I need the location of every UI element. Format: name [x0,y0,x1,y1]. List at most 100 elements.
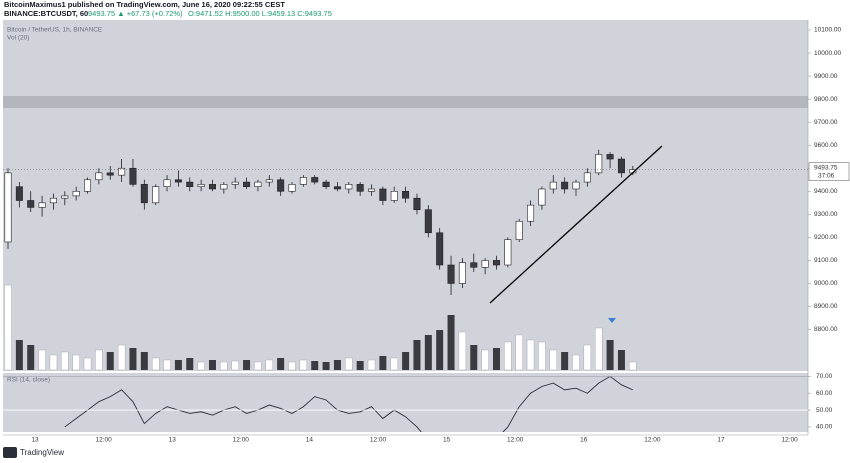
candle-body [61,195,69,199]
candle-body [220,184,228,190]
volume-bar [504,341,512,371]
rsi-tick-label: 40.00 [816,424,833,431]
volume-bar [458,331,467,371]
candle-body [152,186,160,204]
candle-body [197,184,205,187]
candle-body [208,184,216,190]
rsi-line [64,375,633,432]
volume-bar [549,349,557,371]
price-tick-label: 9100.00 [814,257,838,264]
candle-body [299,177,307,185]
volume-bar [356,361,364,370]
candle-body [458,262,466,284]
price-tick-label: 9900.00 [814,73,838,80]
candle-body [140,184,148,204]
volume-bar [220,361,228,371]
volume-bar [197,361,205,371]
volume-bar [595,327,603,371]
volume-bar [413,340,421,370]
rsi-marks [64,375,633,432]
candle-body [595,154,603,174]
candle-body [333,186,341,190]
rsi-pane [3,373,808,432]
volume-bar [208,360,216,370]
brand-logo [3,447,17,458]
candle-body [356,184,364,192]
time-tick-label: 12:00 [233,437,250,444]
volume-bar [390,357,398,371]
candle-body [265,179,273,183]
candle-body [424,209,432,234]
candle-body [288,184,296,192]
chart-title: Bitcoin / TetherUS, 1h, BINANCE [7,27,103,34]
time-tick-label: 16 [580,437,588,444]
time-tick-label: 12:00 [507,437,524,444]
price-tick-label: 8900.00 [814,303,838,310]
volume-bar [72,354,80,371]
candle-body [515,220,523,240]
time-tick-label: 15 [443,437,451,444]
volume-bar [254,361,262,371]
candle-body [322,181,330,187]
volume-bar [470,345,478,370]
volume-bar [61,351,69,371]
marks [4,149,637,432]
volume-bar [402,352,410,370]
time-tick-label: 12:00 [781,437,798,444]
candle-body [84,179,92,192]
volume-label: Vol (20) [7,35,29,42]
volume-bar [231,360,239,371]
price-tick-label: 9300.00 [814,211,838,218]
candle-body [186,181,194,187]
volume-bar [83,357,92,371]
candle-body [106,172,114,176]
price-pane-marks [4,149,637,371]
candle-body [447,264,455,284]
time-tick-label: 13 [31,437,39,444]
candle-body [572,181,580,190]
price-tick-label: 10100.00 [814,27,841,34]
candle-body [606,154,614,160]
candle-body [481,260,489,268]
volume-bar [492,348,500,370]
candle-body [277,179,285,192]
candle-body [492,260,500,266]
trend-line [489,145,663,304]
candle-body [49,197,57,204]
candle-body [95,172,103,181]
volume-bar [447,315,455,370]
candle-body [72,190,80,197]
volume-bar [4,284,12,371]
price-tick-label: 9200.00 [814,234,838,241]
candle-body [549,181,557,190]
candle-body [163,179,171,187]
rsi-label: RSI (14, close) [7,377,50,384]
candle-body [436,232,444,266]
candle-body [243,181,251,187]
volume-bar [629,361,637,371]
candle-body [390,190,398,201]
candle-body [561,181,569,190]
candle-body [118,167,126,176]
volume-bar [538,341,546,371]
volume-bar [163,359,171,371]
price-tick-label: 9000.00 [814,280,838,287]
volume-bar [277,358,285,370]
price-tick-label: 9400.00 [814,188,838,195]
price-tick-label: 9600.00 [814,142,838,149]
candle-body [583,172,591,183]
volume-bar [106,352,114,370]
volume-bar [38,349,46,371]
candle-body [504,239,512,266]
candle-body [617,158,625,174]
candle-body [527,204,535,222]
time-tick-label: 14 [306,437,314,444]
volume-bar [27,345,35,370]
time-tick-label: 12:00 [95,437,112,444]
volume-bar [345,357,353,371]
volume-bar [333,360,341,370]
volume-bar [288,361,296,371]
candle-body [311,177,319,183]
